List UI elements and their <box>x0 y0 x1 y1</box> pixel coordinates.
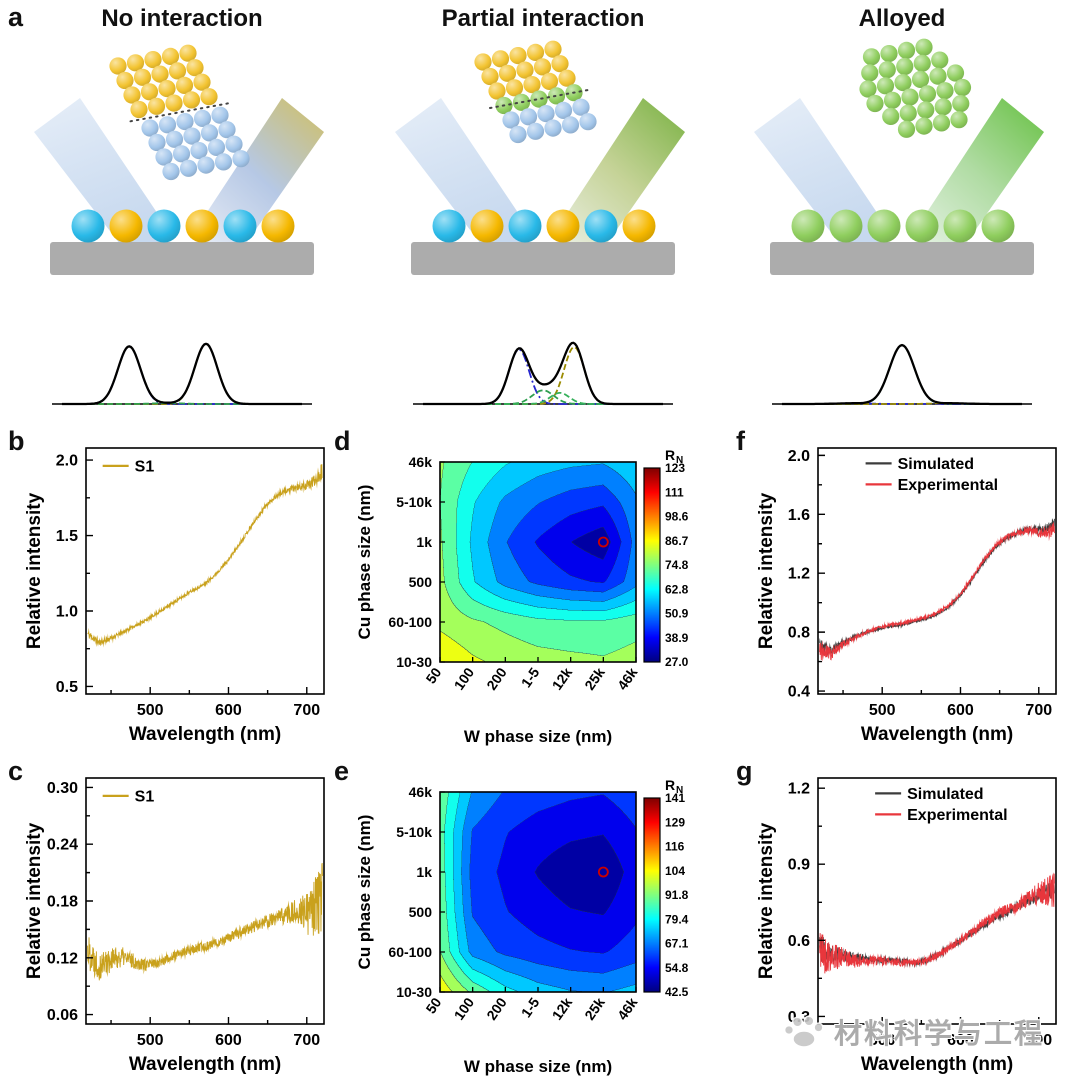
schematic-title-alloyed: Alloyed <box>858 5 946 32</box>
chart-c-relative-intensity <box>16 768 336 1080</box>
chart-g-simulated-vs-experimental <box>748 768 1068 1080</box>
schematic-title-partial-interaction: Partial interaction <box>441 5 645 32</box>
panel-label-c: c <box>8 756 24 786</box>
schematic-alloyed: Alloyed <box>742 2 1062 420</box>
watermark-text: 材料科学与工程 <box>834 1018 1045 1049</box>
schematic-drawing-partial-interaction <box>395 40 685 406</box>
panel-label-e: e <box>334 756 350 786</box>
schematic-partial-interaction: Partial interaction <box>383 2 703 420</box>
panel-label-a: a <box>8 2 24 32</box>
panel-label-d: d <box>334 426 351 456</box>
chart-e-contour-map <box>350 768 746 1080</box>
panel-label-b: b <box>8 426 25 456</box>
paw-icon <box>783 1015 824 1048</box>
watermark: 材料科学与工程 <box>782 1012 1044 1052</box>
schematic-drawing-alloyed <box>754 38 1044 406</box>
schematic-title-no-interaction: No interaction <box>101 5 263 32</box>
chart-f-simulated-vs-experimental <box>748 438 1068 750</box>
panel-label-g: g <box>736 756 753 786</box>
schematic-no-interaction: No interaction <box>22 2 342 420</box>
schematic-drawing-no-interaction <box>34 44 324 406</box>
chart-b-relative-intensity <box>16 438 336 750</box>
panel-label-f: f <box>736 426 745 456</box>
chart-d-contour-map <box>350 438 746 750</box>
